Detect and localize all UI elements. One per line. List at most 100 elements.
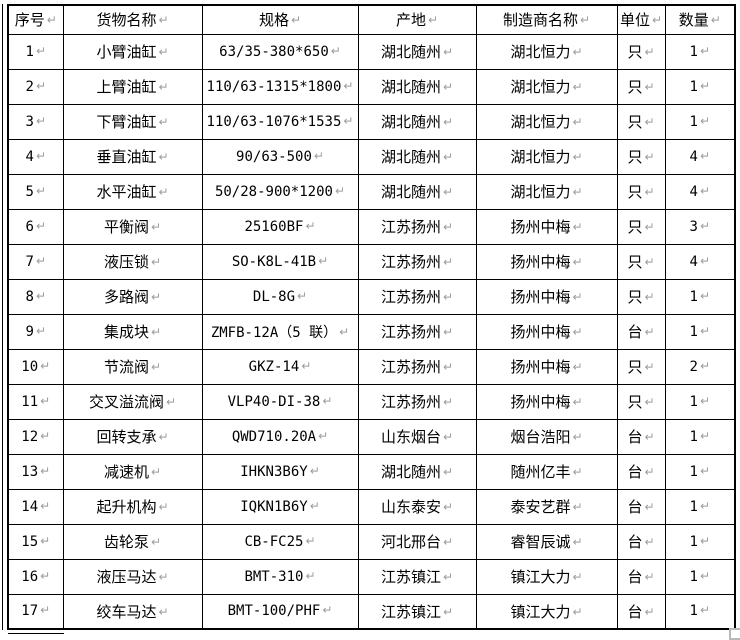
cell-origin[interactable]: 江苏镇江 ↵: [357, 593, 477, 630]
cell-origin[interactable]: 湖北随州 ↵: [357, 33, 477, 70]
cell-quantity[interactable]: 1 ↵: [664, 453, 736, 490]
cell-serial[interactable]: 11 ↵: [7, 383, 64, 420]
cell-manufacturer[interactable]: 扬州中梅 ↵: [475, 208, 618, 245]
cell-serial[interactable]: 7 ↵: [7, 243, 64, 280]
cell-unit[interactable]: 台 ↵: [616, 453, 666, 490]
cell-origin[interactable]: 湖北随州 ↵: [357, 68, 477, 105]
cell-serial[interactable]: 16 ↵: [7, 558, 64, 595]
cell-spec[interactable]: BMT-310 ↵: [201, 558, 359, 595]
cell-goods-name[interactable]: 减速机 ↵: [62, 453, 203, 490]
cell-spec[interactable]: 25160BF ↵: [201, 208, 359, 245]
cell-origin[interactable]: 江苏扬州 ↵: [357, 348, 477, 385]
cell-spec[interactable]: 63/35-380*650 ↵: [201, 33, 359, 70]
cell-serial[interactable]: 14 ↵: [7, 488, 64, 525]
cell-spec[interactable]: ZMFB-12A（5 联） ↵: [201, 313, 359, 350]
cell-manufacturer[interactable]: 泰安艺群 ↵: [475, 488, 618, 525]
cell-serial[interactable]: 12 ↵: [7, 418, 64, 455]
cell-unit[interactable]: 只 ↵: [616, 33, 666, 70]
cell-goods-name[interactable]: 下臂油缸 ↵: [62, 103, 203, 140]
column-header[interactable]: 货物名称 ↵: [62, 4, 203, 35]
cell-goods-name[interactable]: 垂直油缸 ↵: [62, 138, 203, 175]
cell-spec[interactable]: VLP40-DI-38 ↵: [201, 383, 359, 420]
cell-unit[interactable]: 台 ↵: [616, 313, 666, 350]
cell-spec[interactable]: SO-K8L-41B ↵: [201, 243, 359, 280]
cell-serial[interactable]: 13 ↵: [7, 453, 64, 490]
cell-serial[interactable]: 5 ↵: [7, 173, 64, 210]
cell-goods-name[interactable]: 液压锁 ↵: [62, 243, 203, 280]
cell-serial[interactable]: 15 ↵: [7, 523, 64, 560]
cell-origin[interactable]: 江苏扬州 ↵: [357, 208, 477, 245]
cell-serial[interactable]: 10 ↵: [7, 348, 64, 385]
cell-origin[interactable]: 湖北随州 ↵: [357, 173, 477, 210]
cell-origin[interactable]: 江苏扬州 ↵: [357, 383, 477, 420]
cell-serial[interactable]: 2 ↵: [7, 68, 64, 105]
cell-unit[interactable]: 只 ↵: [616, 243, 666, 280]
cell-unit[interactable]: 只 ↵: [616, 348, 666, 385]
cell-origin[interactable]: 河北邢台 ↵: [357, 523, 477, 560]
cell-manufacturer[interactable]: 烟台浩阳 ↵: [475, 418, 618, 455]
cell-manufacturer[interactable]: 湖北恒力 ↵: [475, 33, 618, 70]
cell-spec[interactable]: IQKN1B6Y ↵: [201, 488, 359, 525]
cell-goods-name[interactable]: 水平油缸 ↵: [62, 173, 203, 210]
cell-serial[interactable]: 4 ↵: [7, 138, 64, 175]
cell-quantity[interactable]: 1 ↵: [664, 488, 736, 525]
cell-manufacturer[interactable]: 扬州中梅 ↵: [475, 243, 618, 280]
cell-serial[interactable]: 6 ↵: [7, 208, 64, 245]
cell-quantity[interactable]: 1 ↵: [664, 593, 736, 630]
cell-spec[interactable]: IHKN3B6Y ↵: [201, 453, 359, 490]
cell-quantity[interactable]: 1 ↵: [664, 68, 736, 105]
cell-goods-name[interactable]: 平衡阀 ↵: [62, 208, 203, 245]
cell-manufacturer[interactable]: 湖北恒力 ↵: [475, 68, 618, 105]
cell-manufacturer[interactable]: 扬州中梅 ↵: [475, 313, 618, 350]
column-header[interactable]: 产地 ↵: [357, 4, 477, 35]
cell-quantity[interactable]: 1 ↵: [664, 313, 736, 350]
cell-spec[interactable]: QWD710.20A ↵: [201, 418, 359, 455]
cell-goods-name[interactable]: 节流阀 ↵: [62, 348, 203, 385]
cell-unit[interactable]: 台 ↵: [616, 523, 666, 560]
cell-quantity[interactable]: 1 ↵: [664, 558, 736, 595]
cell-manufacturer[interactable]: 镇江大力 ↵: [475, 558, 618, 595]
cell-manufacturer[interactable]: 镇江大力 ↵: [475, 593, 618, 630]
cell-spec[interactable]: DL-8G ↵: [201, 278, 359, 315]
cell-origin[interactable]: 江苏镇江 ↵: [357, 558, 477, 595]
cell-origin[interactable]: 江苏扬州 ↵: [357, 243, 477, 280]
cell-goods-name[interactable]: 绞车马达 ↵: [62, 593, 203, 630]
cell-manufacturer[interactable]: 湖北恒力 ↵: [475, 103, 618, 140]
cell-goods-name[interactable]: 起升机构 ↵: [62, 488, 203, 525]
cell-goods-name[interactable]: 多路阀 ↵: [62, 278, 203, 315]
cell-manufacturer[interactable]: 扬州中梅 ↵: [475, 348, 618, 385]
cell-goods-name[interactable]: 集成块 ↵: [62, 313, 203, 350]
cell-unit[interactable]: 台 ↵: [616, 593, 666, 630]
cell-serial[interactable]: 1 ↵: [7, 33, 64, 70]
cell-unit[interactable]: 只 ↵: [616, 208, 666, 245]
cell-spec[interactable]: 90/63-500 ↵: [201, 138, 359, 175]
cell-manufacturer[interactable]: 扬州中梅 ↵: [475, 383, 618, 420]
cell-quantity[interactable]: 4 ↵: [664, 173, 736, 210]
cell-spec[interactable]: 50/28-900*1200 ↵: [201, 173, 359, 210]
cell-quantity[interactable]: 1 ↵: [664, 523, 736, 560]
cell-quantity[interactable]: 2 ↵: [664, 348, 736, 385]
cell-unit[interactable]: 台 ↵: [616, 488, 666, 525]
table-resize-handle-icon[interactable]: [729, 628, 740, 640]
cell-goods-name[interactable]: 交叉溢流阀 ↵: [62, 383, 203, 420]
cell-manufacturer[interactable]: 湖北恒力 ↵: [475, 138, 618, 175]
cell-spec[interactable]: BMT-100/PHF ↵: [201, 593, 359, 630]
cell-unit[interactable]: 只 ↵: [616, 103, 666, 140]
cell-spec[interactable]: 110/63-1076*1535 ↵: [201, 103, 359, 140]
cell-goods-name[interactable]: 齿轮泵 ↵: [62, 523, 203, 560]
cell-goods-name[interactable]: 小臂油缸 ↵: [62, 33, 203, 70]
cell-spec[interactable]: GKZ-14 ↵: [201, 348, 359, 385]
cell-origin[interactable]: 湖北随州 ↵: [357, 103, 477, 140]
cell-serial[interactable]: 8 ↵: [7, 278, 64, 315]
cell-manufacturer[interactable]: 扬州中梅 ↵: [475, 278, 618, 315]
cell-spec[interactable]: CB-FC25 ↵: [201, 523, 359, 560]
column-header[interactable]: 数量 ↵: [664, 4, 736, 35]
cell-origin[interactable]: 江苏扬州 ↵: [357, 313, 477, 350]
cell-quantity[interactable]: 1 ↵: [664, 103, 736, 140]
cell-unit[interactable]: 台 ↵: [616, 418, 666, 455]
cell-quantity[interactable]: 4 ↵: [664, 243, 736, 280]
cell-origin[interactable]: 江苏扬州 ↵: [357, 278, 477, 315]
cell-origin[interactable]: 山东泰安 ↵: [357, 488, 477, 525]
cell-spec[interactable]: 110/63-1315*1800 ↵: [201, 68, 359, 105]
cell-unit[interactable]: 只 ↵: [616, 68, 666, 105]
